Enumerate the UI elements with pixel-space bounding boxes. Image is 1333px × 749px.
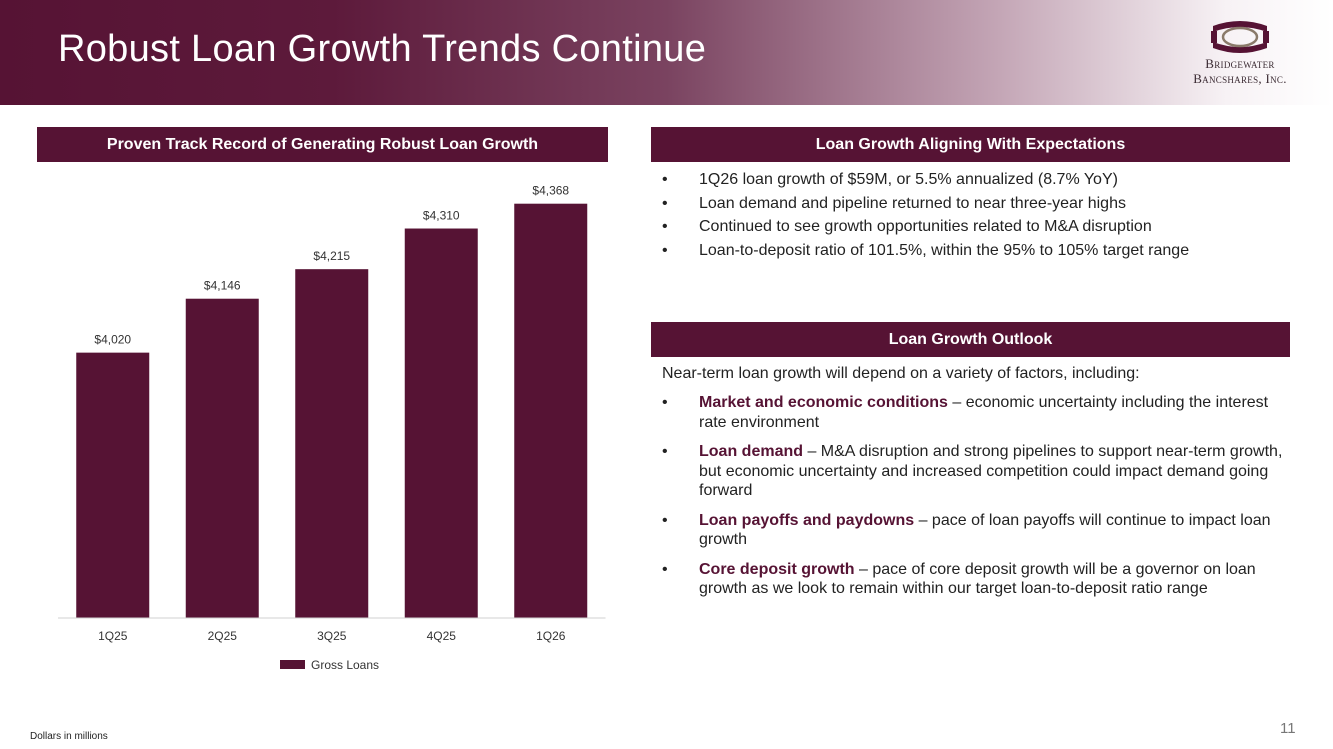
bridge-logo-icon: [1211, 21, 1269, 53]
legend-swatch: [280, 660, 305, 669]
x-tick-label: 1Q26: [536, 629, 566, 643]
list-item: Loan demand and pipeline returned to nea…: [662, 192, 1189, 216]
list-item: Loan demand – M&A disruption and strong …: [662, 442, 1292, 501]
bar-2q25: [185, 298, 259, 618]
bar-1q25: [76, 352, 150, 618]
list-item: Core deposit growth – pace of core depos…: [662, 560, 1292, 599]
factor-title: Core deposit growth: [699, 560, 855, 578]
expectations-header: Loan Growth Aligning With Expectations: [651, 127, 1290, 162]
bar-4q25: [404, 228, 478, 618]
company-logo: Bridgewater Bancshares, Inc.: [1180, 18, 1300, 92]
factor-title: Loan payoffs and paydowns: [699, 511, 915, 529]
header-banner: Robust Loan Growth Trends Continue Bridg…: [0, 0, 1333, 105]
list-item: Continued to see growth opportunities re…: [662, 215, 1189, 239]
list-item: 1Q26 loan growth of $59M, or 5.5% annual…: [662, 168, 1189, 192]
list-item: Loan payoffs and paydowns – pace of loan…: [662, 511, 1292, 550]
factor-title: Loan demand: [699, 443, 804, 460]
list-item: Market and economic conditions – economi…: [662, 393, 1292, 432]
factor-text: – pace of loan payoffs will continue to …: [699, 511, 1271, 549]
logo-text-line1: Bridgewater: [1205, 56, 1275, 71]
outlook-factors-list: Market and economic conditions – economi…: [662, 393, 1292, 609]
x-tick-label: 2Q25: [208, 629, 238, 643]
data-label: $4,020: [94, 333, 131, 347]
x-tick-label: 1Q25: [98, 629, 128, 643]
logo-text-line2: Bancshares, Inc.: [1193, 71, 1287, 86]
data-label: $4,310: [423, 209, 460, 223]
legend-label: Gross Loans: [311, 658, 379, 672]
data-label: $4,368: [532, 184, 569, 198]
data-label: $4,146: [204, 279, 241, 293]
list-item: Loan-to-deposit ratio of 101.5%, within …: [662, 239, 1189, 263]
bar-chart-svg: $4,020 1Q25 $4,146 2Q25 $4,215 3Q25 $4,310 4Q25…: [58, 184, 606, 672]
gross-loans-chart: $4,020 1Q25 $4,146 2Q25 $4,215 3Q25 $4,310 4Q25…: [40, 180, 610, 690]
x-tick-label: 4Q25: [427, 629, 457, 643]
footnote: Dollars in millions: [30, 731, 108, 742]
page-number: 11: [1280, 720, 1296, 737]
bar-3q25: [295, 269, 369, 618]
factor-text: – M&A disruption and strong pipelines to…: [699, 443, 1283, 499]
page-title: Robust Loan Growth Trends Continue: [58, 28, 707, 70]
outlook-intro: Near-term loan growth will depend on a v…: [662, 365, 1140, 382]
bar-1q26: [514, 203, 588, 619]
expectations-list: 1Q26 loan growth of $59M, or 5.5% annual…: [662, 168, 1189, 262]
data-label: $4,215: [313, 249, 350, 263]
x-tick-label: 3Q25: [317, 629, 347, 643]
loan-growth-chart-header: Proven Track Record of Generating Robust…: [37, 127, 608, 162]
factor-text: – economic uncertainty including the int…: [699, 394, 1269, 431]
outlook-header: Loan Growth Outlook: [651, 322, 1290, 357]
factor-title: Market and economic conditions: [699, 394, 948, 411]
factor-text: – pace of core deposit growth will be a …: [699, 560, 1256, 598]
